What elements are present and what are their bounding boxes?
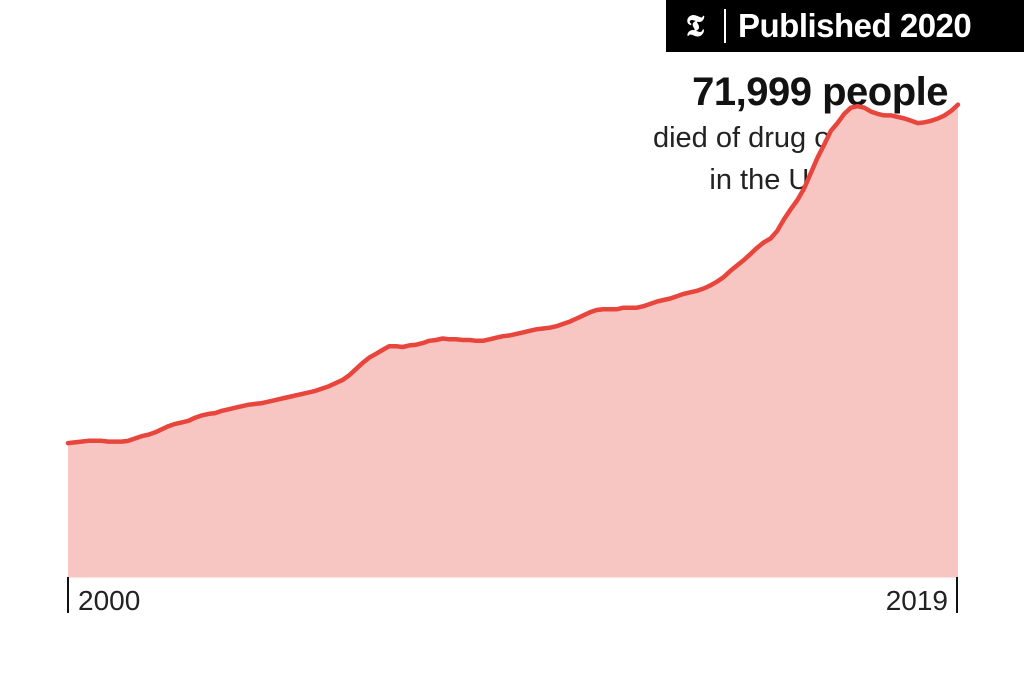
nyt-logo-icon: 𝕿: [685, 8, 705, 44]
published-badge: 𝕿 Published 2020: [666, 0, 1024, 52]
x-tick-label-start: 2000: [78, 585, 140, 616]
area-fill: [68, 104, 958, 577]
annotation-headline: 71,999 people: [692, 70, 948, 114]
x-tick-label-end: 2019: [886, 585, 948, 616]
published-label: Published 2020: [738, 7, 972, 44]
series-line: [65, 102, 961, 446]
badge-divider: [724, 9, 726, 43]
